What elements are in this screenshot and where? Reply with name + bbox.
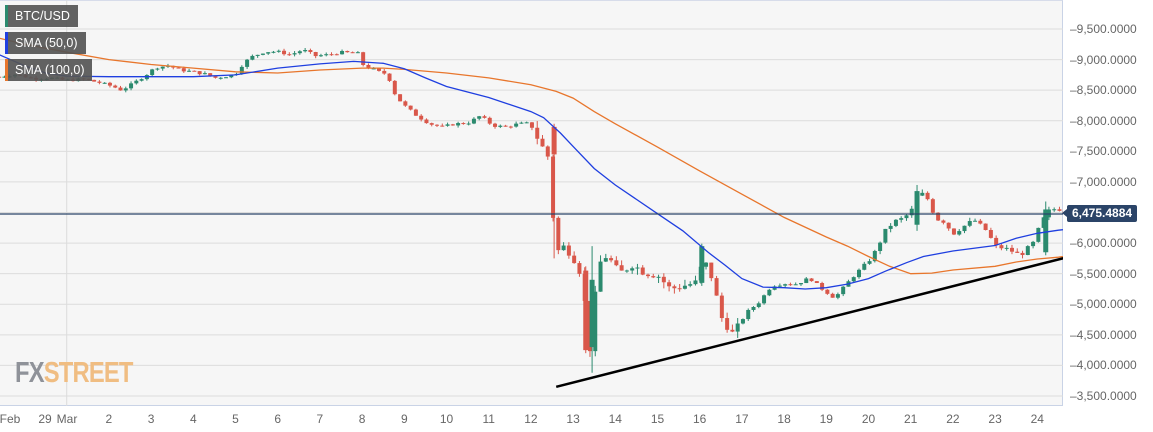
x-tick-label: 22 xyxy=(946,412,960,426)
x-tick-label: Mar xyxy=(56,412,78,426)
fxstreet-logo: FXSTREET xyxy=(15,357,133,390)
legend-sma100-label: SMA (100,0) xyxy=(15,63,85,77)
logo-fx: FX xyxy=(15,357,45,389)
sma100-line xyxy=(0,37,1063,275)
y-tick-label: –5,000.0000 xyxy=(1070,297,1137,312)
x-tick-label: 10 xyxy=(439,412,454,426)
y-tick-label: –4,000.0000 xyxy=(1070,358,1137,373)
legend-symbol-label: BTC/USD xyxy=(15,9,70,23)
legend-sma50-label: SMA (50,0) xyxy=(15,36,78,50)
x-tick-label: 7 xyxy=(316,412,324,426)
current-price-label: 6,475.4884 xyxy=(1061,205,1138,223)
x-tick-label: 23 xyxy=(988,412,1002,426)
y-tick-label: –7,500.0000 xyxy=(1070,144,1137,159)
y-tick-label: –5,500.0000 xyxy=(1070,266,1137,281)
sma50-line xyxy=(0,54,1063,290)
legend-sma100[interactable]: SMA (100,0) xyxy=(5,59,93,81)
x-tick-label: Feb xyxy=(0,412,21,426)
x-tick-label: 17 xyxy=(735,412,749,426)
x-tick-label: 12 xyxy=(524,412,538,426)
x-tick-label: 3 xyxy=(147,412,155,426)
x-tick-label: 16 xyxy=(693,412,707,426)
x-tick-label: 13 xyxy=(566,412,580,426)
y-tick-label: –4,500.0000 xyxy=(1070,327,1137,342)
legend-symbol[interactable]: BTC/USD xyxy=(5,5,78,27)
y-tick-label: –3,500.0000 xyxy=(1070,389,1137,403)
x-tick-label: 9 xyxy=(400,412,408,426)
x-tick-label: 8 xyxy=(358,412,366,426)
x-tick-label: 24 xyxy=(1030,412,1044,426)
x-tick-label: 29 xyxy=(38,412,52,426)
x-tick-label: 5 xyxy=(232,412,239,426)
x-tick-label: 19 xyxy=(819,412,833,426)
x-tick-label: 6 xyxy=(274,412,282,426)
x-tick-label: 21 xyxy=(904,412,918,426)
y-tick-label: –8,000.0000 xyxy=(1070,113,1137,128)
logo-street: STREET xyxy=(43,357,134,389)
y-tick-label: –6,000.0000 xyxy=(1070,236,1137,251)
y-tick-label: –9,500.0000 xyxy=(1070,22,1137,36)
sma100-swatch-icon xyxy=(5,59,8,81)
y-tick-label: –8,500.0000 xyxy=(1070,83,1137,98)
trend-line[interactable] xyxy=(555,246,1063,389)
x-tick-label: 11 xyxy=(482,412,495,426)
y-tick-label: –9,000.0000 xyxy=(1070,52,1137,67)
x-tick-label: 14 xyxy=(608,412,622,426)
x-tick-label: 2 xyxy=(105,412,113,426)
x-tick-label: 15 xyxy=(650,412,665,426)
candles xyxy=(0,48,1063,373)
x-tick-label: 4 xyxy=(189,412,197,426)
legend-sma50[interactable]: SMA (50,0) xyxy=(5,32,86,54)
y-tick-label: –7,000.0000 xyxy=(1070,174,1137,189)
candlestick-chart[interactable] xyxy=(0,0,1063,406)
x-tick-label: 20 xyxy=(861,412,876,426)
sma50-swatch-icon xyxy=(5,32,8,54)
symbol-swatch-icon xyxy=(5,5,8,27)
x-tick-label: 18 xyxy=(777,412,791,426)
